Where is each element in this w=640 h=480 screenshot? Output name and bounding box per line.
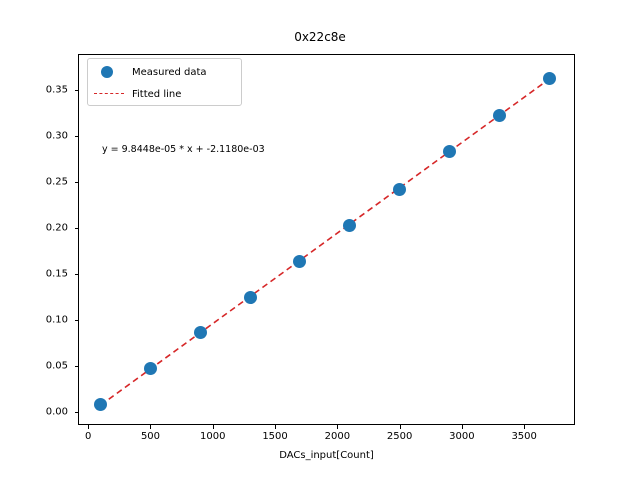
x-tick-label: 1500 [262,431,288,442]
legend-marker-circle-icon [88,60,132,84]
y-tick-mark [74,366,78,368]
legend-entry-measured-data: Measured data [88,60,241,84]
y-tick-label: 0.20 [45,222,68,234]
data-point [393,182,407,196]
data-point [343,218,357,232]
data-point [193,326,207,340]
y-tick-label: 0.25 [45,176,68,188]
x-tick-label: 3000 [449,431,475,442]
page-title: 0x22c8e [294,30,346,44]
y-tick-label: 0.35 [45,84,68,96]
x-tick-label: 2000 [324,431,351,442]
legend: Measured data Fitted line [87,58,242,106]
fitted-line [100,78,550,406]
x-tick-mark [275,425,277,429]
x-axis-label: DACs_input[Count] [279,450,374,461]
y-tick-mark [74,90,78,92]
x-tick-mark [461,425,463,429]
data-point [94,398,108,412]
data-point [442,145,456,159]
x-tick-mark [337,425,339,429]
y-tick-label: 0.05 [45,360,68,372]
x-tick-label: 3500 [511,431,537,442]
data-point [492,109,506,123]
x-tick-label: 1000 [200,431,226,442]
x-tick-label: 2500 [386,431,413,442]
y-tick-mark [74,182,78,184]
x-tick-mark [88,425,90,429]
x-tick-label: 500 [140,431,161,442]
y-tick-label: 0.30 [45,130,68,142]
data-point [542,71,556,85]
legend-entry-fitted-line: Fitted line [88,82,241,106]
y-tick-mark [74,136,78,138]
x-tick-mark [212,425,214,429]
y-tick-mark [74,412,78,414]
y-tick-label: 0.10 [45,314,68,326]
y-tick-mark [74,228,78,230]
x-tick-mark [524,425,526,429]
data-point [293,254,307,268]
x-tick-mark [150,425,152,429]
data-point [143,362,157,376]
axes-frame [78,54,575,425]
x-tick-mark [399,425,401,429]
plot-canvas [78,54,575,425]
y-tick-mark [74,320,78,322]
legend-label-measured-data: Measured data [132,66,207,78]
legend-dashed-line-icon [88,82,132,106]
y-tick-label: 0.15 [45,268,68,280]
y-tick-mark [74,274,78,276]
y-tick-label: 0.00 [45,406,68,418]
fit-equation-annotation: y = 9.8448e-05 * x + -2.1180e-03 [102,144,265,155]
legend-label-fitted-line: Fitted line [132,88,182,100]
data-point [243,290,257,304]
x-tick-label: 0 [85,431,92,442]
